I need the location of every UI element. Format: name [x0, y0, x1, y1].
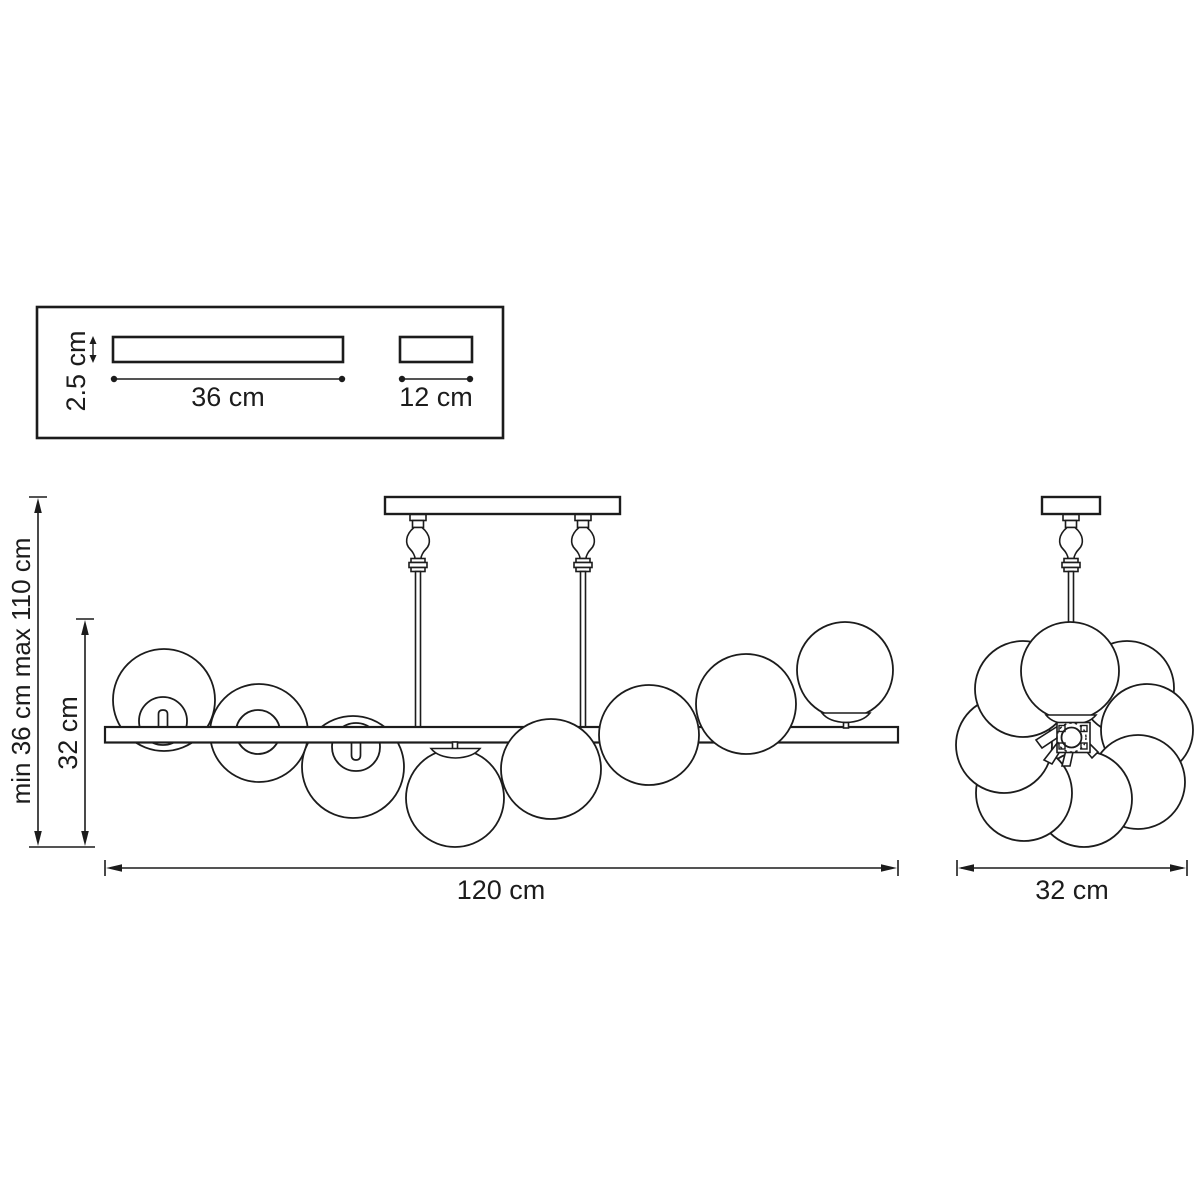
suspension-height-dimension: min 36 cm max 110 cm: [6, 496, 95, 848]
canopy-detail-panel: 2.5 cm 36 cm 12 cm: [35, 305, 505, 440]
arrow-up: [81, 620, 89, 635]
globe-1-socket-ring: [138, 696, 188, 746]
side-view: 32 cm: [955, 495, 1194, 905]
arrow-left: [106, 864, 122, 872]
dimension-end-dot: [398, 375, 406, 383]
thickness-arrow-down: [89, 355, 97, 363]
globe-4-cap: [429, 747, 482, 759]
front-width-dimension: 120 cm: [104, 860, 899, 905]
thickness-arrow-up: [89, 336, 97, 344]
side-width-dimension-label: 32 cm: [1035, 875, 1109, 905]
side-width-dimension: 32 cm: [956, 860, 1188, 905]
globe-8-stem: [842, 721, 850, 729]
front-width-dimension-label: 120 cm: [457, 875, 546, 905]
globe-7: [695, 653, 797, 755]
hub-corner-detail: [1058, 724, 1066, 733]
front-view: min 36 cm max 110 cm 32 cm 120 cm: [6, 495, 900, 905]
body-height-dimension: 32 cm: [53, 618, 94, 846]
globe-3-lampholder: [350, 742, 362, 761]
long-plate-dimension-label: 36 cm: [191, 382, 265, 412]
side-front-globe: [1020, 621, 1120, 721]
arrow-right: [1170, 864, 1186, 872]
globe-1-lampholder: [157, 709, 169, 728]
suspension-finial-left: [405, 513, 431, 573]
short-plate-dimension-label: 12 cm: [399, 382, 473, 412]
arrow-down: [34, 831, 42, 846]
globe-5: [500, 718, 602, 820]
side-suspension-finial: [1058, 513, 1084, 573]
canopy-short-plate: [398, 335, 474, 364]
globe-3-socket-ring: [331, 722, 381, 772]
arrow-right: [881, 864, 897, 872]
canopy-long-plate: [111, 335, 345, 364]
suspension-finial-right: [570, 513, 596, 573]
body-height-dimension-label: 32 cm: [53, 696, 83, 770]
ceiling-plate: [383, 495, 622, 516]
arrow-up: [34, 498, 42, 513]
thickness-dimension-label: 2.5 cm: [61, 330, 91, 411]
dimension-end-dot: [338, 375, 346, 383]
suspension-rod-left: [414, 570, 422, 729]
suspension-height-dimension-label: min 36 cm max 110 cm: [6, 538, 36, 805]
arrow-left: [958, 864, 974, 872]
hub-corner-detail: [1080, 742, 1088, 750]
arrow-down: [81, 831, 89, 846]
globe-8: [796, 621, 894, 719]
detail-panel-frame: [35, 305, 505, 440]
globe-6: [598, 684, 700, 786]
hub-bearing-ring: [1056, 722, 1087, 753]
hub-center-circle: [1060, 726, 1083, 749]
globe-4: [405, 748, 505, 848]
dimension-end-dot: [466, 375, 474, 383]
globe-1: [112, 648, 216, 752]
globe-8-cap: [820, 712, 872, 724]
side-suspension-rod: [1067, 570, 1075, 624]
dimension-end-dot: [110, 375, 118, 383]
side-ceiling-plate: [1040, 495, 1102, 516]
suspension-rod-right: [579, 570, 587, 729]
